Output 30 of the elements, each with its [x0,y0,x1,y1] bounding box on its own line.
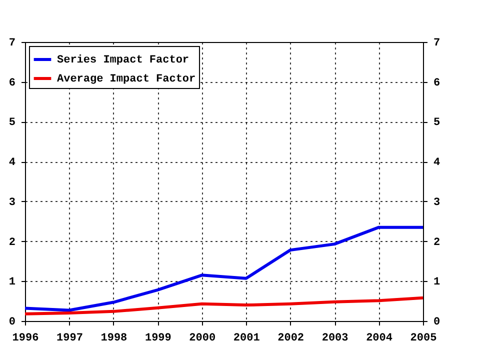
x-tick-label: 1998 [100,332,128,344]
y2-tick-label: 1 [434,276,440,289]
x-tick-label: 2005 [410,332,438,344]
y2-tick-label: 3 [434,196,440,209]
x-tick-label: 2004 [366,332,393,344]
legend-label: Average Impact Factor [57,74,196,86]
x-tick-label: 2002 [278,332,304,344]
x-tick-label: 2001 [233,332,260,344]
y2-tick-label: 0 [434,316,440,328]
y-tick-label: 2 [8,236,16,249]
y-tick-label: 4 [8,157,16,170]
x-tick-label: 2003 [322,332,349,344]
y2-tick-label: 5 [434,117,440,130]
y-tick-label: 3 [8,196,16,209]
y2-tick-label: 4 [434,157,440,170]
y-tick-label: 5 [8,117,16,130]
x-tick-label: 1999 [144,332,172,344]
x-tick-label: 1997 [56,332,83,344]
y2-tick-label: 2 [434,236,440,249]
y2-tick-label: 7 [434,38,440,50]
line-series [24,296,424,316]
x-tick-label: 1996 [12,332,39,344]
legend-label: Series Impact Factor [57,54,190,66]
line-series [24,226,424,312]
y-tick-label: 7 [8,38,16,50]
x-tick-label: 2000 [189,332,216,344]
y-tick-label: 6 [8,77,16,90]
y-tick-label: 1 [8,276,16,289]
y2-tick-label: 6 [434,77,440,90]
y-tick-label: 0 [8,316,16,328]
